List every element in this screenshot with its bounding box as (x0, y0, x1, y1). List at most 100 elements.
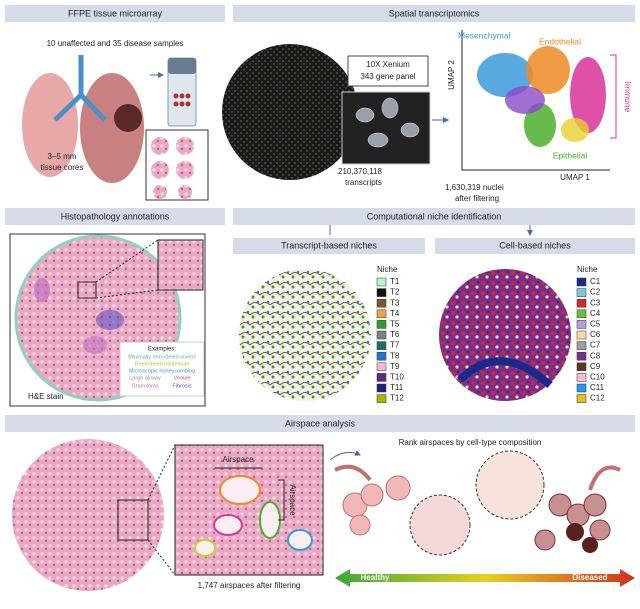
legend-label: C3 (590, 298, 601, 307)
example-label: Minimally remodeled alveoli (128, 354, 196, 360)
legend-swatch (376, 309, 387, 319)
legend-swatch (576, 394, 587, 403)
legend-swatch (576, 277, 587, 287)
section-title: FFPE tissue microarray (68, 8, 163, 18)
legend-swatch (376, 298, 387, 308)
tissue-cores (145, 129, 209, 201)
section-title: Airspace analysis (285, 418, 356, 428)
legend-label: T7 (390, 341, 400, 350)
niche-image (457, 357, 553, 388)
section-title: Spatial transcriptomics (389, 8, 480, 18)
legend-swatch (376, 394, 387, 403)
legend-title: Niche (577, 265, 598, 274)
example-label: Microscopic honeycombing (129, 368, 195, 374)
section-title: Computational niche identification (367, 211, 502, 221)
legend-label: C5 (590, 320, 601, 329)
legend-label: T1 (390, 277, 400, 286)
legend-label: T11 (390, 383, 404, 392)
legend-label: T2 (390, 288, 400, 297)
cluster-label: Mesenchymal (458, 30, 511, 40)
label: Airspace (288, 484, 297, 516)
he-image (9, 233, 206, 407)
legend-swatch (576, 362, 587, 372)
legend-label: T5 (390, 320, 400, 329)
legend-label: T4 (390, 309, 400, 318)
legend-swatch (376, 320, 387, 329)
label: Airspace (222, 455, 254, 464)
legend-label: T10 (390, 373, 404, 382)
legend-swatch (376, 277, 387, 287)
legend-label: C2 (590, 288, 601, 297)
legend-label: C12 (590, 394, 605, 403)
legend-label: T3 (390, 298, 400, 307)
legend-label: C1 (590, 277, 601, 286)
label: H&E stain (28, 392, 64, 401)
header-bar (233, 238, 425, 254)
legend-label: C6 (590, 330, 601, 339)
label: 1,747 airspaces after filtering (198, 581, 301, 590)
legend-label: C11 (590, 383, 605, 392)
gradient-arrow (335, 569, 635, 587)
legend-swatch (576, 320, 587, 329)
label: transcripts (345, 178, 382, 187)
legend-swatch (376, 288, 387, 297)
legend-swatch (376, 362, 387, 372)
header-bar (5, 208, 225, 225)
legend-title: Niche (377, 265, 398, 274)
legend-label: T6 (390, 330, 400, 339)
legend-swatch (576, 288, 587, 297)
example-label: Granuloma (131, 383, 159, 389)
label: 1,630,319 nuclei (445, 183, 504, 192)
legend-swatch (576, 383, 587, 393)
header-bar (5, 415, 635, 432)
section-title: Cell-based niches (499, 240, 571, 250)
label: 343 gene panel (360, 72, 415, 81)
label: Examples: (148, 347, 176, 353)
legend-swatch (576, 298, 587, 308)
airspace-image (12, 439, 361, 591)
header-bar (5, 5, 225, 22)
legend-swatch (576, 351, 587, 361)
label: Rank airspaces by cell-type composition (399, 438, 542, 447)
axis-label: UMAP 1 (560, 173, 590, 182)
legend-swatch (376, 341, 387, 350)
legend-swatch (376, 351, 387, 361)
legend-swatch (376, 383, 387, 393)
cluster-labels: Mesenchymal Endothelial Immune Epithelial (458, 30, 633, 160)
legend-swatch (576, 373, 587, 382)
alveoli-illustration (334, 450, 621, 556)
scale-label: Diseased (572, 573, 607, 582)
legend-label: C9 (590, 362, 601, 371)
label: 210,370,118 (338, 167, 382, 176)
example-label: Large airway (129, 375, 161, 381)
umap (461, 30, 617, 171)
section-title: Histopathology annotations (61, 211, 170, 221)
legend-label: C10 (590, 373, 605, 382)
legend-swatch (576, 341, 587, 350)
header-bar (233, 208, 635, 225)
label: 10X Xenium (366, 60, 410, 69)
example-label: Remodeled epithelium (135, 361, 190, 367)
example-label: Venule (174, 375, 191, 381)
header-bar (233, 5, 635, 22)
label: tissue cores (41, 163, 84, 172)
section-title: Transcript-based niches (281, 240, 377, 250)
xenium-section (222, 44, 449, 180)
legend-label: T9 (390, 362, 400, 371)
legend-label: C7 (590, 341, 601, 350)
cluster-label: Epithelial (553, 150, 588, 160)
arrow (329, 225, 530, 235)
legend-swatch (376, 373, 387, 382)
niche-image (239, 269, 371, 401)
cluster-label: Immune (623, 82, 633, 113)
header-bar (435, 238, 635, 254)
lung-illustration (22, 55, 144, 183)
label: 3–5 mm (48, 152, 77, 161)
label: after filtering (455, 194, 499, 203)
legend-label: T8 (390, 351, 400, 360)
slide-illustration (150, 57, 197, 127)
